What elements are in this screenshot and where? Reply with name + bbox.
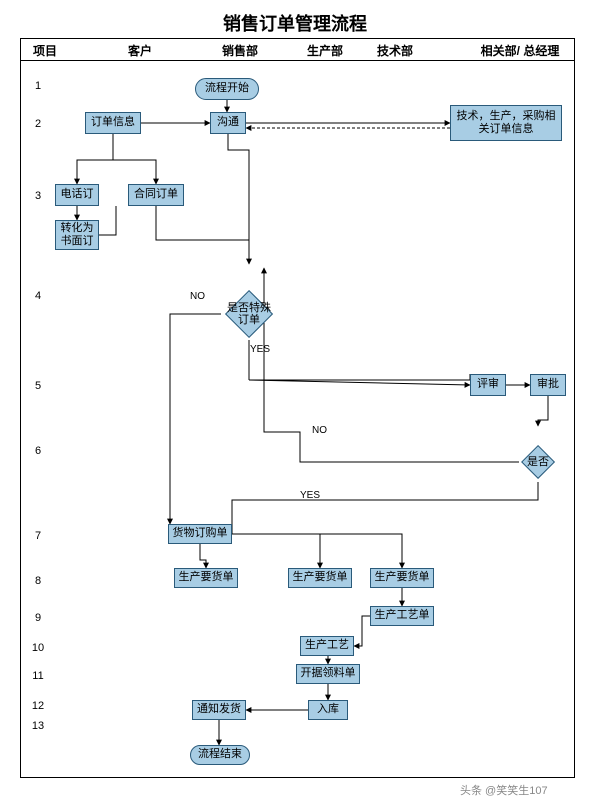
row-number: 9: [28, 612, 48, 624]
process-written: 转化为书面订: [55, 220, 99, 250]
page-title: 销售订单管理流程: [0, 10, 590, 36]
row-number: 11: [28, 670, 48, 682]
edge-label: YES: [250, 344, 270, 355]
column-header: 客户: [100, 42, 180, 59]
process-review: 评审: [470, 374, 506, 396]
column-header: 销售部: [200, 42, 280, 59]
process-goutong: 沟通: [210, 112, 246, 134]
decision-pass: 是否: [521, 445, 555, 479]
decision-label: 是否特殊订单: [225, 290, 273, 338]
header-divider: [20, 60, 575, 61]
process-craft2: 生产工艺: [300, 636, 354, 656]
process-craft1: 生产工艺单: [370, 606, 434, 626]
edge-label: NO: [312, 425, 327, 436]
column-header: 技术部: [360, 42, 430, 59]
process-material: 开据领料单: [296, 664, 360, 684]
process-approve: 审批: [530, 374, 566, 396]
watermark: 头条 @笑笑生107: [460, 782, 548, 798]
process-notify: 通知发货: [192, 700, 246, 720]
process-prod3: 生产要货单: [370, 568, 434, 588]
row-number: 2: [28, 118, 48, 130]
flowchart-page: 销售订单管理流程 项目客户销售部生产部技术部相关部/ 总经理 123456789…: [0, 0, 590, 799]
terminal-end: 流程结束: [190, 745, 250, 765]
row-number: 13: [28, 720, 48, 732]
row-number: 1: [28, 80, 48, 92]
row-number: 4: [28, 290, 48, 302]
row-number: 5: [28, 380, 48, 392]
row-number: 10: [28, 642, 48, 654]
process-cargo: 货物订购单: [168, 524, 232, 544]
edge-label: YES: [300, 490, 320, 501]
row-number: 3: [28, 190, 48, 202]
row-number: 6: [28, 445, 48, 457]
terminal-start: 流程开始: [195, 78, 259, 100]
decision-special: 是否特殊订单: [225, 290, 273, 338]
process-tech: 技术，生产，采购相关订单信息: [450, 105, 562, 141]
edge-label: NO: [190, 291, 205, 302]
row-number: 7: [28, 530, 48, 542]
process-stock: 入库: [308, 700, 348, 720]
column-header: 相关部/ 总经理: [470, 42, 570, 59]
column-header: 项目: [30, 42, 60, 59]
row-number: 12: [28, 700, 48, 712]
row-number: 8: [28, 575, 48, 587]
decision-label: 是否: [521, 445, 555, 479]
process-phone: 电话订: [55, 184, 99, 206]
process-contract: 合同订单: [128, 184, 184, 206]
process-prod2: 生产要货单: [288, 568, 352, 588]
column-header: 生产部: [290, 42, 360, 59]
process-prod1: 生产要货单: [174, 568, 238, 588]
process-ddxx: 订单信息: [85, 112, 141, 134]
